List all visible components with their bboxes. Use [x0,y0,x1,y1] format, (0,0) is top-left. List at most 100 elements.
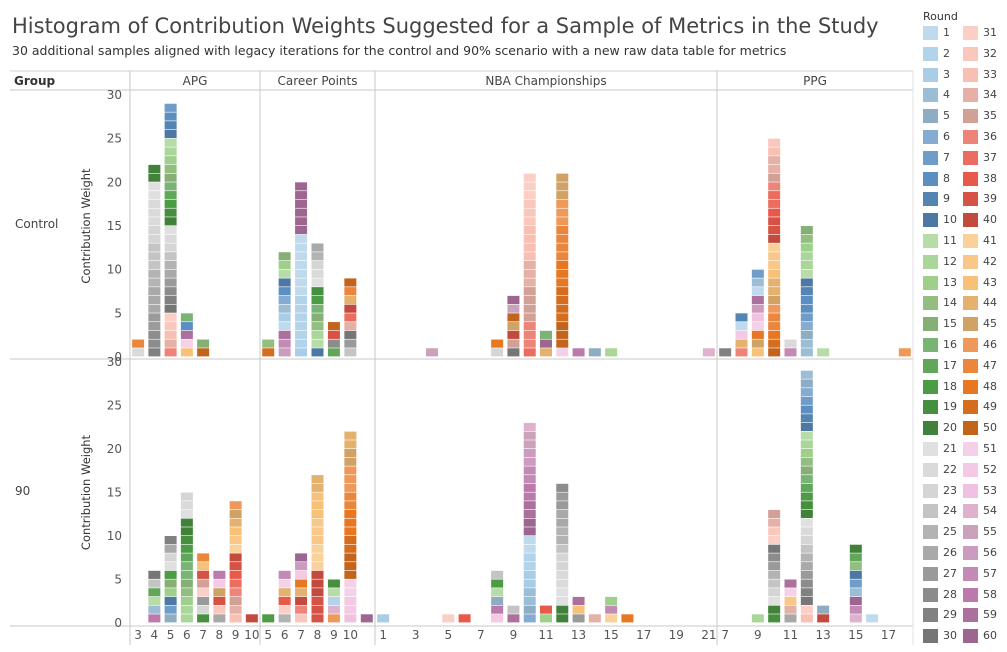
legend-item-round-47[interactable]: 47 [963,357,1007,373]
bar-segment [344,492,357,501]
legend-item-round-46[interactable]: 46 [963,336,1007,352]
bar-segment [556,269,569,278]
bar-segment [148,588,161,597]
legend-item-round-57[interactable]: 57 [963,565,1007,581]
legend-item-round-50[interactable]: 50 [963,419,1007,436]
legend-item-round-18[interactable]: 18 [923,378,967,394]
bar-segment [344,596,357,605]
legend-item-round-13[interactable]: 13 [923,274,967,290]
legend-swatch [963,26,978,40]
bar-segment [164,269,177,278]
legend-item-round-10[interactable]: 10 [923,211,967,228]
round-legend[interactable]: Round 1 2 3 4 5 6 7 8 9 10 11 12 13 14 15 16 17 18 19 20 21 2… [919,10,1007,650]
chart-title: Histogram of Contribution Weights Sugges… [12,14,879,38]
bar-segment [311,339,324,348]
bar-segment [556,182,569,191]
legend-item-round-3[interactable]: 3 [923,66,967,82]
legend-item-round-31[interactable]: 31 [963,24,1007,40]
legend-item-round-5[interactable]: 5 [923,107,967,124]
legend-item-round-28[interactable]: 28 [923,586,967,602]
legend-item-round-33[interactable]: 33 [963,66,1007,82]
legend-swatch [963,358,978,373]
legend-label: 34 [983,88,997,102]
legend-item-round-29[interactable]: 29 [923,606,967,623]
bar-segment [572,348,585,357]
bar-segment [556,322,569,331]
legend-swatch [923,525,938,540]
bar-segment [311,518,324,527]
legend-item-round-26[interactable]: 26 [923,544,967,560]
legend-item-round-20[interactable]: 20 [923,419,967,436]
legend-item-round-15[interactable]: 15 [923,315,967,332]
legend-label: 49 [983,400,997,414]
legend-item-round-42[interactable]: 42 [963,253,1007,269]
legend-item-round-12[interactable]: 12 [923,253,967,269]
legend-item-round-22[interactable]: 22 [923,461,967,477]
bar-segment [556,243,569,252]
legend-item-round-58[interactable]: 58 [963,586,1007,602]
legend-item-round-45[interactable]: 45 [963,315,1007,332]
legend-item-round-40[interactable]: 40 [963,211,1007,228]
legend-swatch [923,26,938,40]
legend-item-round-60[interactable]: 60 [963,627,1007,644]
legend-item-round-37[interactable]: 37 [963,149,1007,165]
legend-item-round-4[interactable]: 4 [923,86,967,103]
bar-segment [523,527,536,536]
legend-item-round-48[interactable]: 48 [963,378,1007,394]
legend-item-round-9[interactable]: 9 [923,190,967,207]
legend-item-round-32[interactable]: 32 [963,45,1007,61]
legend-item-round-30[interactable]: 30 [923,627,967,644]
bar-segment [164,112,177,121]
bar-segment [180,313,193,322]
legend-item-round-41[interactable]: 41 [963,232,1007,248]
bar-segment [180,322,193,331]
bar-segment [588,614,601,623]
legend-item-round-38[interactable]: 38 [963,170,1007,186]
legend-item-round-34[interactable]: 34 [963,86,1007,103]
legend-label: 16 [943,338,957,351]
legend-item-round-6[interactable]: 6 [923,128,967,144]
legend-item-round-56[interactable]: 56 [963,544,1007,560]
legend-item-round-55[interactable]: 55 [963,523,1007,540]
legend-item-round-16[interactable]: 16 [923,336,967,352]
x-tick-label: 3 [412,628,420,642]
legend-label: 5 [943,109,950,123]
legend-item-round-2[interactable]: 2 [923,45,967,61]
legend-item-round-23[interactable]: 23 [923,482,967,498]
legend-item-round-11[interactable]: 11 [923,232,967,248]
legend-item-round-39[interactable]: 39 [963,190,1007,207]
bar-segment [800,295,813,304]
legend-item-round-8[interactable]: 8 [923,170,967,186]
legend-label: 50 [983,421,997,435]
bar-segment [800,388,813,397]
bar-segment [164,234,177,243]
legend-label: 15 [943,317,957,331]
legend-item-round-7[interactable]: 7 [923,149,967,165]
legend-swatch [923,317,938,332]
bar-segment [164,129,177,139]
bar-segment [849,562,862,571]
legend-item-round-43[interactable]: 43 [963,274,1007,290]
legend-item-round-24[interactable]: 24 [923,502,967,519]
legend-item-round-52[interactable]: 52 [963,461,1007,477]
legend-item-round-44[interactable]: 44 [963,294,1007,311]
legend-item-round-49[interactable]: 49 [963,398,1007,415]
legend-item-round-51[interactable]: 51 [963,440,1007,456]
legend-item-round-54[interactable]: 54 [963,502,1007,519]
legend-item-round-17[interactable]: 17 [923,357,967,373]
legend-item-round-53[interactable]: 53 [963,482,1007,498]
legend-item-round-59[interactable]: 59 [963,606,1007,623]
bar-segment [605,348,618,357]
legend-item-round-27[interactable]: 27 [923,565,967,581]
legend-item-round-21[interactable]: 21 [923,440,967,456]
bar-segment [556,509,569,518]
legend-item-round-25[interactable]: 25 [923,523,967,540]
legend-item-round-1[interactable]: 1 [923,24,967,40]
legend-item-round-36[interactable]: 36 [963,128,1007,144]
bar-segment [344,440,357,449]
bar-segment [344,605,357,614]
legend-item-round-14[interactable]: 14 [923,294,967,311]
bar-segment [278,287,291,296]
legend-item-round-35[interactable]: 35 [963,107,1007,124]
legend-item-round-19[interactable]: 19 [923,398,967,415]
